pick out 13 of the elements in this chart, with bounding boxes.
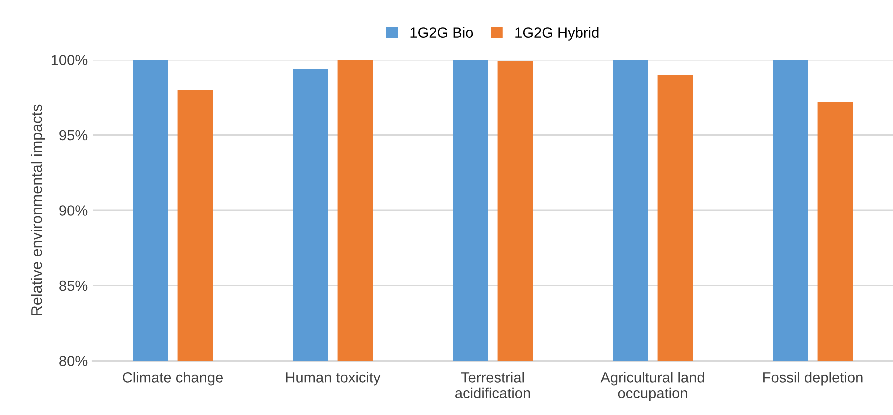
y-axis-title: Relative environmental impacts [31, 104, 46, 316]
y-tick-label: 90% [60, 206, 88, 216]
y-tick-label: 100% [52, 55, 88, 66]
y-tick-label: 80% [60, 356, 88, 366]
legend-label: 1G2G Bio [410, 27, 474, 38]
y-tick-label: 95% [60, 130, 88, 141]
x-tick-label: Human toxicity [286, 372, 381, 386]
x-tick-label: Agricultural land occupation [600, 372, 704, 402]
x-tick-label: Terrestrial acidification [456, 372, 530, 399]
y-tick-label: 85% [60, 280, 88, 292]
x-tick-label: Climate change [123, 372, 224, 386]
x-tick-label: Fossil depletion [764, 372, 863, 386]
legend-label: 1G2G Hybrid [516, 27, 599, 41]
